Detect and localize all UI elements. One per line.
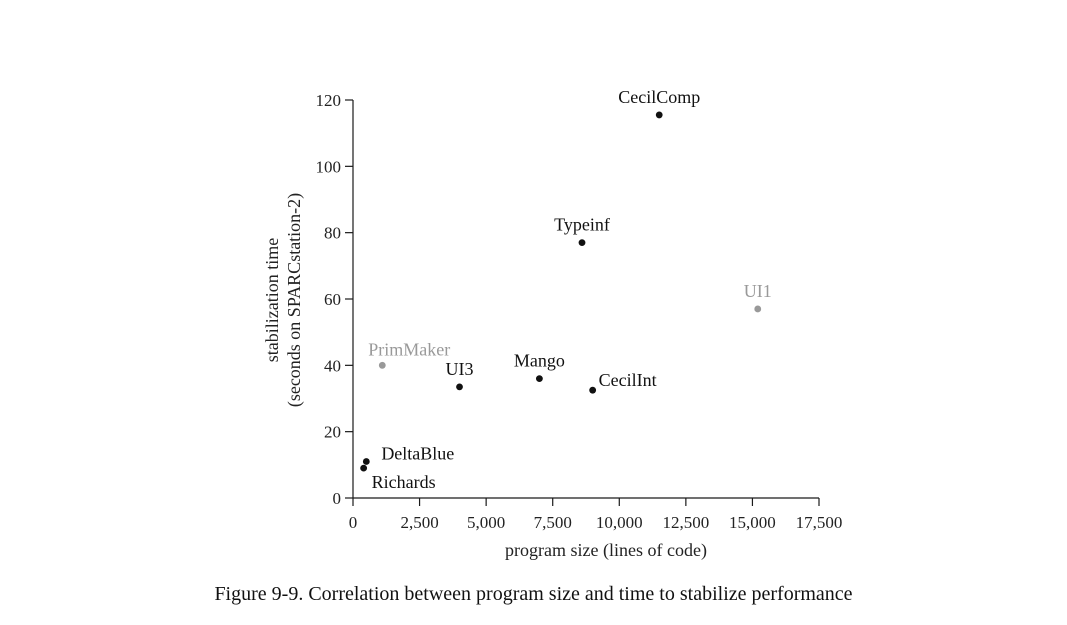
data-point [655,111,663,119]
y-tick-label: 60 [324,290,341,309]
x-tick-label: 5,000 [467,513,505,532]
y-axis-label-line2: (seconds on SPARCstation-2) [284,193,305,407]
data-point-label: Richards [372,472,436,492]
data-point [578,239,586,247]
y-tick-label: 40 [324,356,341,375]
y-tick-label: 100 [316,157,342,176]
x-tick-label: 7,500 [534,513,572,532]
x-tick-label: 15,000 [729,513,776,532]
y-tick-label: 20 [324,423,341,442]
data-point [589,386,597,394]
x-tick-label: 17,500 [796,513,843,532]
data-point [456,383,463,391]
data-point [362,458,370,465]
data-point [536,375,543,382]
y-tick-label: 80 [324,224,341,243]
y-tick-label: 0 [333,489,342,508]
figure-caption: Figure 9-9. Correlation between program … [214,583,853,605]
x-tick-label: 0 [349,513,358,532]
scatter-chart: 0 20 40 60 80 100 120 0 2,500 5,000 7,500 10,000 12,… [262,87,843,561]
x-tick-label: 10,000 [596,513,643,532]
data-point-label: Typeinf [554,215,610,235]
x-tick-label: 2,500 [400,513,438,532]
x-axis-label: program size (lines of code) [505,540,707,561]
data-point-label: CecilComp [618,87,700,107]
y-axis-label-line1: stabilization time [262,238,282,362]
data-point-label: Mango [514,351,565,371]
data-point-label: PrimMaker [368,339,450,359]
data-point-label: UI3 [446,359,474,379]
data-point-label: UI1 [744,281,772,301]
data-point [360,464,368,472]
y-tick-label: 120 [316,91,342,110]
data-point [378,361,386,369]
data-point [754,305,762,313]
x-tick-label: 12,500 [662,513,709,532]
data-point-label: DeltaBlue [381,444,454,464]
data-point-label: CecilInt [599,370,657,390]
